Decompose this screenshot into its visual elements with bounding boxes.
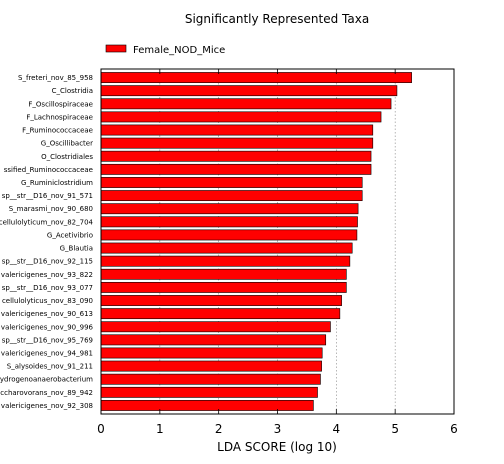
category-label: G_Oscillibacter	[41, 140, 93, 148]
x-tick-label: 4	[333, 422, 341, 436]
legend-swatch	[105, 44, 127, 53]
category-label: ssified_Ruminococcaceae	[4, 166, 93, 174]
category-label: F_Lachnospiraceae	[26, 113, 93, 121]
category-label: valericigenes_nov_92_308	[1, 402, 93, 410]
category-label: F_Ruminococcaceae	[22, 127, 93, 135]
legend: Female_NOD_Mice	[105, 44, 225, 56]
bar	[100, 308, 341, 320]
chart-title: Significantly Represented Taxa	[185, 12, 369, 26]
x-tick-label: 0	[97, 422, 105, 436]
bar	[100, 111, 382, 123]
bar	[100, 400, 314, 411]
bar	[100, 295, 342, 306]
category-label: valericigenes_nov_93_822	[1, 271, 93, 279]
bar	[100, 190, 363, 202]
bar	[100, 268, 347, 280]
category-label: G_Blautia	[60, 245, 93, 253]
category-label: cellulolyticum_nov_82_704	[0, 218, 94, 226]
category-label: S_alysoides_nov_91_211	[7, 363, 93, 371]
x-tick-label: 3	[274, 422, 282, 436]
x-tick-label: 5	[391, 422, 399, 436]
category-label: valericigenes_nov_94_981	[1, 349, 93, 357]
category-label: G_Ruminiclostridium	[21, 179, 93, 187]
bar	[100, 72, 412, 83]
bar	[100, 150, 372, 162]
x-axis-label: LDA SCORE (log 10)	[217, 440, 337, 454]
bar	[100, 255, 351, 267]
category-labels: S_freteri_nov_85_958 C_Clostridia F_Oscill…	[0, 74, 94, 410]
category-label: valericigenes_nov_90_996	[1, 323, 94, 331]
bar	[100, 203, 359, 215]
category-label: ccharovorans_nov_89_942	[0, 389, 93, 397]
bar	[100, 98, 392, 110]
bar	[100, 229, 358, 241]
bar	[100, 216, 358, 228]
category-label: sp__str__D16_nov_95_769	[2, 336, 93, 344]
category-label: C_Clostridia	[52, 87, 93, 95]
bar	[100, 281, 347, 293]
category-label: sp__str__D16_nov_93_077	[2, 284, 93, 292]
bar	[100, 177, 363, 188]
category-label: F_Oscillospiraceae	[28, 100, 93, 108]
category-label: ydrogenoanaerobacterium	[0, 376, 93, 384]
category-label: cellulolyticus_nov_83_090	[2, 297, 93, 305]
bar	[100, 386, 318, 398]
x-ticks: 0 1 2 3 4 5 6	[97, 69, 458, 436]
x-tick-label: 2	[215, 422, 223, 436]
legend-label: Female_NOD_Mice	[133, 45, 225, 56]
bars	[100, 72, 412, 411]
bar	[100, 347, 323, 359]
bar	[100, 334, 327, 346]
category-label: S_marasmi_nov_90_680	[9, 205, 93, 213]
x-tick-label: 6	[450, 422, 458, 436]
category-label: S_freteri_nov_85_958	[18, 74, 93, 82]
bar	[100, 360, 322, 372]
category-label: valericigenes_nov_90_613	[1, 310, 93, 318]
bar	[100, 321, 331, 333]
bar	[100, 137, 374, 149]
bar	[100, 85, 398, 97]
bar	[100, 373, 321, 385]
bar	[100, 163, 372, 175]
category-label: sp__str__D16_nov_92_115	[2, 258, 93, 266]
bar	[100, 242, 353, 254]
bar	[100, 124, 374, 136]
category-label: sp__str__D16_nov_91_571	[2, 192, 93, 200]
x-tick-label: 1	[156, 422, 164, 436]
category-label: O_Clostridiales	[41, 153, 93, 161]
category-label: G_Acetivibrio	[47, 231, 93, 239]
